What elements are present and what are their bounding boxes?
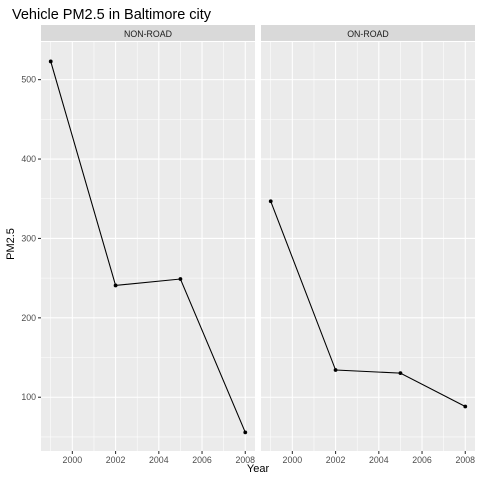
facet-strip-label: ON-ROAD [347, 29, 389, 39]
data-point [268, 199, 273, 204]
data-point [178, 277, 183, 281]
x-tick-label: 2008 [455, 455, 475, 465]
x-tick-label: 2004 [149, 455, 169, 465]
y-tick-label: 400 [21, 154, 36, 164]
x-tick-label: 2000 [63, 455, 83, 465]
x-tick-label: 2002 [106, 455, 126, 465]
y-tick-label: 500 [21, 75, 36, 85]
data-point [463, 404, 468, 409]
y-axis: 100 200 300 400 500 [21, 75, 41, 402]
x-tick-label: 2006 [192, 455, 212, 465]
y-tick-label: 100 [21, 392, 36, 402]
series-line-on-road [270, 201, 466, 408]
data-point [113, 283, 118, 288]
panel-background [261, 42, 475, 451]
x-axes: 2000 2002 2004 2006 2008 2000 2002 2004 2006 2008 [63, 451, 475, 465]
x-tick-label: 2008 [235, 455, 255, 465]
chart-title: Vehicle PM2.5 in Baltimore city [12, 7, 212, 23]
y-tick-label: 300 [21, 233, 36, 243]
facet-strip [261, 25, 475, 41]
series-line-non-road [50, 61, 246, 433]
x-tick-label: 2004 [369, 455, 389, 465]
facet-strip-label: NON-ROAD [124, 29, 172, 39]
facet-panel-on-road: ON-ROAD [261, 25, 475, 451]
facet-panel-non-road: NON-ROAD [41, 25, 255, 451]
data-point [243, 430, 248, 435]
y-tick-label: 200 [21, 313, 36, 323]
facet-strip [41, 25, 255, 41]
facet-panels: NON-ROAD ON-ROAD [41, 25, 475, 451]
x-tick-label: 2000 [283, 455, 303, 465]
data-point [333, 368, 338, 372]
data-point [398, 371, 403, 376]
x-tick-label: 2006 [412, 455, 432, 465]
x-tick-label: 2002 [326, 455, 346, 465]
x-axis-title: Year [247, 463, 270, 475]
data-point [48, 59, 53, 64]
y-axis-title: PM2.5 [5, 228, 17, 260]
panel-background [41, 42, 255, 451]
